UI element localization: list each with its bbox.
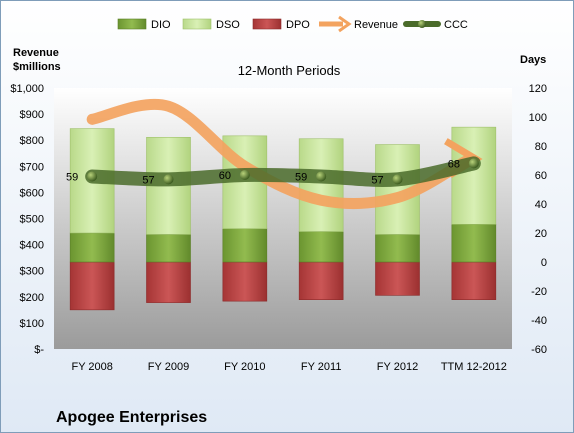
right-tick-label: 100 — [529, 112, 547, 124]
ccc-point — [163, 174, 174, 185]
bar-dpo — [451, 261, 497, 301]
ccc-data-label: 59 — [295, 171, 307, 183]
left-tick-label: $600 — [20, 187, 44, 199]
legend-arrowhead-revenue — [338, 15, 352, 33]
legend-item-dpo: DPO — [252, 18, 310, 31]
ccc-data-label: 60 — [219, 170, 231, 182]
right-axis: -60 -40 -20 0 20 40 60 80 100 120 — [529, 83, 547, 356]
ccc-point — [468, 158, 479, 169]
legend-swatch-dso — [182, 18, 212, 30]
x-tick-label: FY 2011 — [301, 361, 342, 373]
company-name: Apogee Enterprises — [56, 409, 207, 426]
ccc-data-label: 57 — [142, 174, 154, 186]
legend-swatch-dio — [117, 18, 147, 30]
bar-dpo — [222, 261, 268, 302]
bar-dpo — [146, 261, 191, 303]
legend-item-dso: DSO — [182, 18, 240, 31]
bar-dpo — [375, 261, 420, 296]
bar-dpo — [298, 261, 344, 301]
legend-label-ccc: CCC — [444, 19, 468, 31]
left-tick-label: $800 — [20, 135, 44, 147]
ccc-data-label: 57 — [371, 174, 383, 186]
bar-dso — [298, 138, 344, 232]
left-axis-title-line2: $millions — [13, 61, 61, 73]
ccc-line: 59 57 60 59 57 68 — [66, 156, 481, 187]
right-tick-label: -40 — [531, 315, 547, 327]
x-tick-label: TTM 12-2012 — [441, 361, 507, 373]
x-tick-label: FY 2010 — [224, 361, 265, 373]
left-tick-label: $400 — [20, 240, 44, 252]
legend-item-ccc: CCC — [403, 19, 468, 31]
right-tick-label: 80 — [535, 141, 547, 153]
left-tick-label: $300 — [20, 266, 44, 278]
bar-dio — [146, 234, 191, 263]
x-tick-label: FY 2008 — [71, 361, 112, 373]
bar-dio — [298, 231, 344, 263]
legend-item-revenue: Revenue — [319, 15, 398, 33]
left-tick-label: $100 — [20, 318, 44, 330]
left-tick-label: $- — [34, 344, 44, 356]
right-tick-label: -20 — [531, 286, 547, 298]
right-axis-title: Days — [520, 54, 546, 66]
right-tick-label: 60 — [535, 170, 547, 182]
legend-label-dio: DIO — [151, 19, 171, 31]
legend-label-dpo: DPO — [286, 19, 310, 31]
chart-title: 12-Month Periods — [238, 63, 341, 78]
ccc-data-label: 59 — [66, 171, 78, 183]
ccc-data-label: 68 — [448, 158, 460, 170]
ccc-point — [239, 170, 250, 180]
legend: DIO DSO DPO Revenue CCC — [117, 15, 468, 33]
bar-dio — [375, 234, 420, 263]
legend-item-dio: DIO — [117, 18, 171, 31]
left-tick-label: $200 — [20, 292, 44, 304]
bar-dso — [451, 126, 497, 225]
bar-dpo — [69, 261, 115, 311]
left-axis-title-line1: Revenue — [13, 47, 59, 59]
legend-marker-ccc — [418, 20, 426, 28]
left-tick-label: $500 — [20, 214, 44, 226]
ccc-point — [392, 174, 403, 185]
legend-label-revenue: Revenue — [354, 19, 398, 31]
x-tick-label: FY 2012 — [377, 361, 418, 373]
right-tick-label: -60 — [531, 344, 547, 356]
plot-area — [54, 88, 512, 349]
right-tick-label: 20 — [535, 228, 547, 240]
ccc-curve — [85, 156, 481, 187]
ccc-point — [316, 171, 327, 182]
left-tick-label: $1,000 — [10, 83, 44, 95]
left-tick-label: $900 — [20, 109, 44, 121]
right-tick-label: 120 — [529, 83, 547, 95]
bar-dio — [451, 224, 497, 263]
ccc-point — [87, 171, 98, 182]
right-tick-label: 40 — [535, 199, 547, 211]
bar-dio — [69, 232, 115, 263]
left-tick-label: $700 — [20, 161, 44, 173]
left-axis: $- $100 $200 $300 $400 $500 $600 $700 $800 $900 $1… — [10, 83, 44, 356]
bar-dio — [222, 228, 268, 263]
legend-swatch-dpo — [252, 18, 282, 30]
right-tick-label: 0 — [541, 257, 547, 269]
x-axis: FY 2008 FY 2009 FY 2010 FY 2011 FY 2012 TTM 1… — [71, 361, 506, 373]
x-tick-label: FY 2009 — [148, 361, 189, 373]
legend-label-dso: DSO — [216, 19, 240, 31]
